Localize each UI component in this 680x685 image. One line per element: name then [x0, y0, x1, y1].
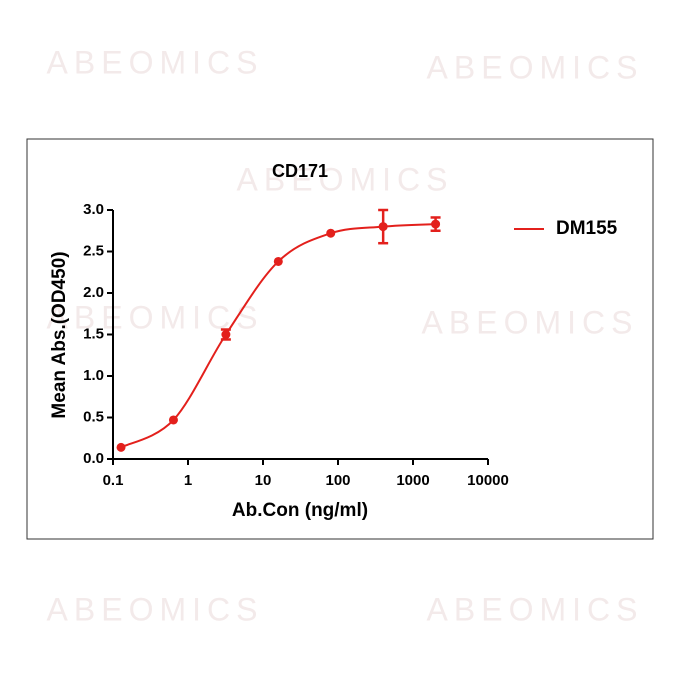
point — [378, 222, 388, 232]
x-tick-label: 1 — [184, 472, 192, 489]
y-tick-label: 1.5 — [83, 325, 104, 342]
y-tick-label: 3.0 — [83, 201, 104, 218]
point — [116, 442, 126, 452]
watermark: ABEOMICS — [427, 49, 644, 85]
point — [221, 330, 231, 339]
y-tick-label: 1.0 — [83, 367, 104, 384]
point — [326, 228, 336, 238]
x-tick-label: 0.1 — [103, 472, 124, 489]
point — [431, 219, 441, 229]
watermark: ABEOMICS — [47, 299, 264, 335]
watermark: ABEOMICS — [422, 304, 639, 340]
x-axis-label: Ab.Con (ng/ml) — [232, 500, 368, 521]
x-tick-label: 1000 — [396, 472, 429, 489]
chart-title: CD171 — [272, 161, 328, 181]
watermark: ABEOMICS — [47, 44, 264, 80]
legend-label: DM155 — [556, 218, 618, 239]
y-tick-label: 2.5 — [83, 242, 104, 259]
y-tick-label: 2.0 — [83, 284, 104, 301]
y-tick-label: 0.5 — [83, 408, 104, 425]
x-tick-label: 100 — [325, 472, 350, 489]
point — [168, 415, 178, 425]
x-tick-label: 10000 — [467, 472, 509, 489]
watermark: ABEOMICS — [47, 591, 264, 627]
point — [273, 256, 283, 266]
y-tick-label: 0.0 — [83, 450, 104, 467]
watermark: ABEOMICS — [237, 161, 454, 197]
frame — [26, 138, 654, 540]
x-tick-label: 10 — [255, 472, 272, 489]
y-axis-label: Mean Abs.(OD450) — [49, 251, 70, 418]
watermark: ABEOMICS — [427, 591, 644, 627]
